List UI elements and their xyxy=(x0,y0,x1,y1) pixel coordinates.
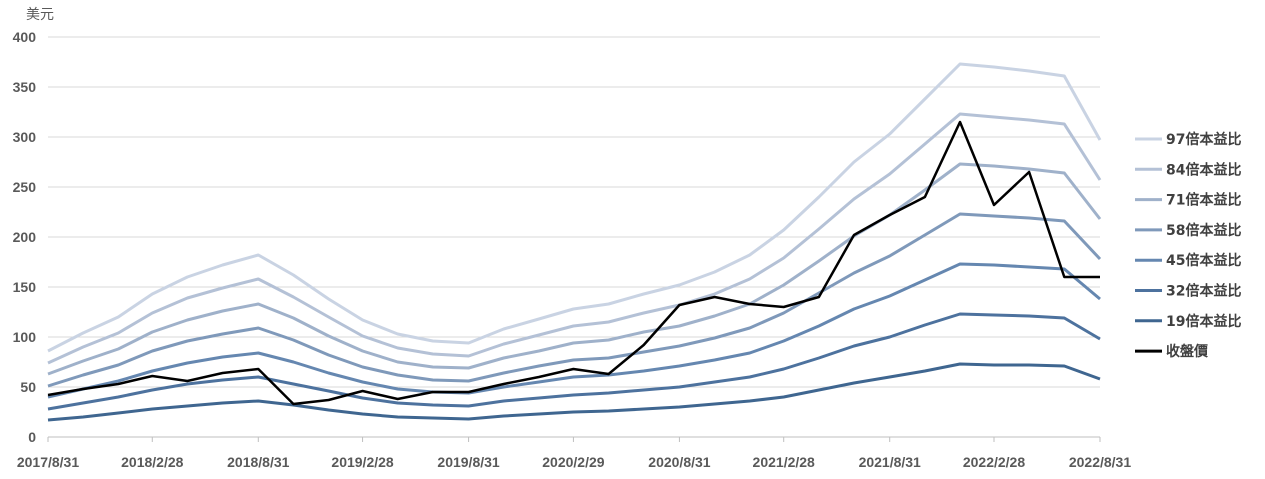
pe-band-line-1 xyxy=(47,112,1102,365)
pe-band-line-3 xyxy=(47,212,1102,388)
x-tick-label: 2022/8/31 xyxy=(1069,454,1131,470)
y-tick-label: 250 xyxy=(13,179,37,195)
y-axis-tick-labels: 0 50 100 150 200 250 300 350 400 xyxy=(13,29,37,445)
x-tick-label: 2021/8/31 xyxy=(859,454,921,470)
pe-band-line-4 xyxy=(47,262,1101,399)
y-tick-label: 150 xyxy=(13,279,37,295)
pe-band-line-0 xyxy=(47,62,1102,353)
pe-band-line-2 xyxy=(47,162,1102,376)
x-tick-label: 2021/2/28 xyxy=(753,454,815,470)
x-tick-label: 2022/2/28 xyxy=(963,454,1025,470)
y-tick-label: 200 xyxy=(13,229,37,245)
x-tick-label: 2020/8/31 xyxy=(648,454,710,470)
gridlines xyxy=(48,36,1100,388)
legend: 97倍本益比 84倍本益比 71倍本益比 58倍本益比 45倍本益比 32倍本益比 19倍本… xyxy=(1135,131,1241,360)
x-axis: 2017/8/31 2018/2/28 2018/8/31 2019/2/28 2019… xyxy=(17,436,1131,470)
legend-label: 97倍本益比 xyxy=(1166,131,1241,148)
y-tick-label: 300 xyxy=(13,129,37,145)
close-price-line xyxy=(47,120,1100,406)
y-tick-label: 350 xyxy=(13,79,37,95)
x-tick-label: 2019/8/31 xyxy=(437,454,499,470)
y-tick-label: 0 xyxy=(28,429,36,445)
x-tick-label: 2019/2/28 xyxy=(331,454,393,470)
legend-label: 71倍本益比 xyxy=(1166,192,1241,209)
legend-label: 84倍本益比 xyxy=(1166,161,1241,178)
y-tick-label: 100 xyxy=(13,329,37,345)
series-lines xyxy=(47,62,1102,422)
x-tick-label: 2018/2/28 xyxy=(121,454,183,470)
legend-label: 19倍本益比 xyxy=(1166,313,1241,330)
y-tick-label: 50 xyxy=(20,379,36,395)
x-tick-label: 2018/8/31 xyxy=(227,454,289,470)
x-tick-label: 2017/8/31 xyxy=(17,454,79,470)
legend-label: 45倍本益比 xyxy=(1166,252,1241,269)
legend-label: 32倍本益比 xyxy=(1166,283,1241,300)
y-tick-label: 400 xyxy=(13,29,37,45)
x-tick-label: 2020/2/29 xyxy=(542,454,604,470)
pe-band-line-6 xyxy=(47,362,1101,422)
legend-label: 58倍本益比 xyxy=(1166,222,1241,239)
y-axis-unit-label: 美元 xyxy=(26,7,54,23)
legend-label: 收盤價 xyxy=(1166,343,1209,360)
pe-band-line-5 xyxy=(47,312,1101,411)
